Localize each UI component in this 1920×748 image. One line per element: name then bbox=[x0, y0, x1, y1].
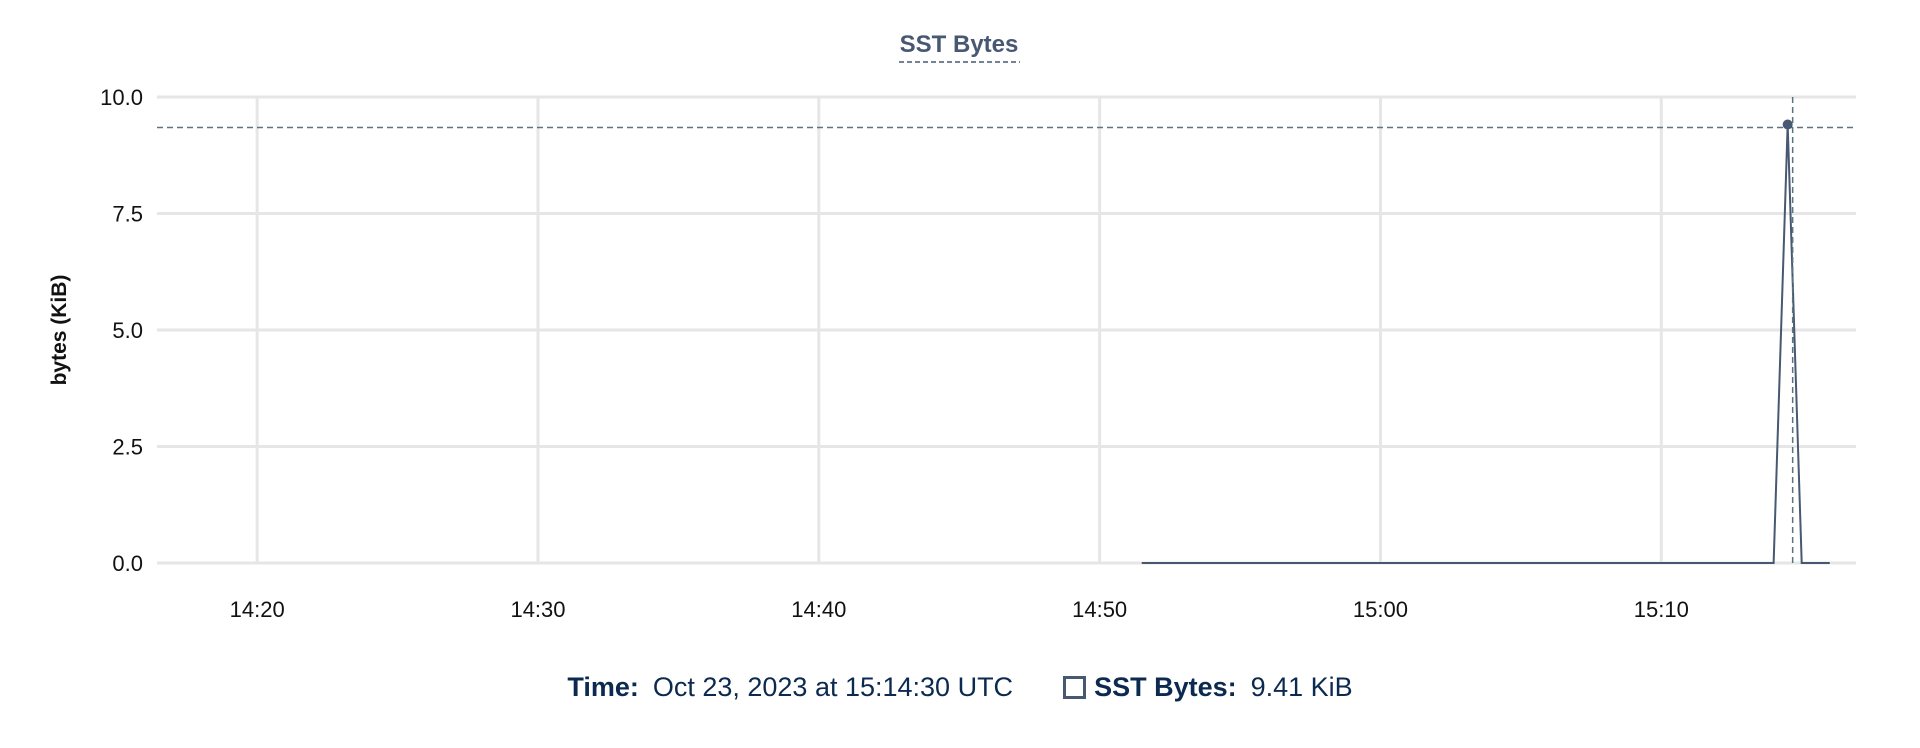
series-value: 9.41 KiB bbox=[1250, 672, 1353, 702]
time-label: Time: bbox=[567, 672, 639, 702]
x-tick-label: 14:30 bbox=[510, 597, 565, 622]
y-tick-label: 7.5 bbox=[112, 202, 143, 227]
y-tick-label: 2.5 bbox=[112, 435, 143, 460]
legend: Time: Oct 23, 2023 at 15:14:30 UTC SST B… bbox=[0, 672, 1920, 703]
y-tick-label: 10.0 bbox=[100, 85, 143, 110]
series-line bbox=[1141, 124, 1830, 564]
y-axis-label: bytes (KiB) bbox=[48, 275, 71, 386]
y-tick-label: 5.0 bbox=[112, 318, 143, 343]
series-toggle-checkbox[interactable] bbox=[1063, 676, 1087, 699]
x-tick-label: 14:40 bbox=[791, 597, 846, 622]
x-tick-label: 14:50 bbox=[1072, 597, 1127, 622]
series-label[interactable]: SST Bytes: bbox=[1094, 672, 1237, 702]
x-tick-label: 15:00 bbox=[1353, 597, 1408, 622]
y-tick-label: 0.0 bbox=[112, 551, 143, 576]
x-tick-label: 15:10 bbox=[1634, 597, 1689, 622]
hover-point bbox=[1782, 119, 1793, 130]
time-value: Oct 23, 2023 at 15:14:30 UTC bbox=[652, 672, 1014, 702]
x-tick-label: 14:20 bbox=[230, 597, 285, 622]
chart-title[interactable]: SST Bytes bbox=[900, 31, 1019, 58]
